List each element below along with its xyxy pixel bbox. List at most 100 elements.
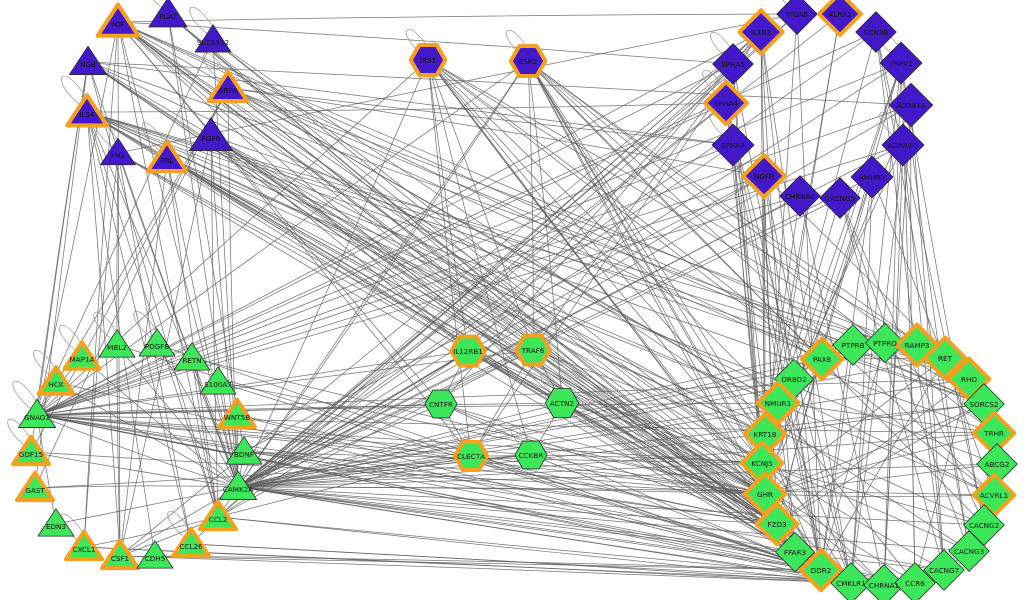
node-label-or8d2: OR8D2 — [781, 375, 806, 384]
graph-node-traf6[interactable] — [514, 333, 552, 367]
node-label-itga8: ITGA8 — [786, 10, 808, 19]
graph-node-chrna4[interactable] — [779, 175, 821, 217]
graph-edge — [36, 414, 945, 571]
graph-edge — [87, 61, 734, 146]
graph-node-epha4[interactable] — [703, 80, 749, 126]
node-label-cntfr: CNTFR — [429, 400, 453, 409]
graph-edge — [217, 381, 822, 571]
graph-node-cacng3[interactable] — [948, 530, 990, 572]
graph-node-ngb[interactable] — [69, 45, 107, 75]
graph-edge — [871, 176, 995, 496]
graph-node-ptprb[interactable] — [832, 324, 874, 366]
graph-edge — [764, 463, 998, 495]
graph-node-prl[interactable] — [145, 139, 189, 173]
self-loop-edge — [7, 418, 36, 449]
graph-node-plat[interactable] — [148, 0, 188, 28]
graph-node-cacng5[interactable] — [819, 177, 861, 219]
graph-node-epha3[interactable] — [711, 123, 755, 167]
graph-node-hck[interactable] — [36, 365, 76, 396]
graph-node-pax8[interactable] — [799, 336, 845, 382]
graph-node-pdgfb[interactable] — [138, 328, 176, 357]
graph-node-mbl2[interactable] — [98, 329, 136, 358]
graph-node-scn3b[interactable] — [855, 11, 897, 53]
graph-node-gast[interactable] — [15, 470, 55, 503]
graph-edge — [156, 343, 822, 571]
graph-edge — [166, 157, 766, 435]
graph-node-edn3[interactable] — [37, 508, 75, 537]
node-label-traf6: TRAF6 — [521, 346, 545, 355]
graph-node-ngfr[interactable] — [741, 153, 787, 199]
graph-node-artn[interactable] — [206, 69, 250, 103]
graph-node-cacng7[interactable] — [923, 549, 965, 591]
graph-edge — [227, 87, 765, 177]
graph-node-map1a[interactable] — [62, 340, 102, 371]
self-loop-edge — [153, 0, 173, 11]
graph-node-klrf2[interactable] — [817, 0, 863, 37]
node-label-il12rb1: IL12RB1 — [453, 347, 483, 356]
graph-node-wnt5b[interactable] — [217, 397, 257, 430]
graph-node-chrna1[interactable] — [863, 564, 905, 600]
graph-node-cxcl1[interactable] — [64, 529, 104, 562]
graph-node-epha5[interactable] — [712, 43, 754, 85]
graph-edge — [154, 555, 822, 571]
graph-node-ptpro[interactable] — [865, 322, 905, 364]
graph-node-irs1[interactable] — [408, 42, 448, 78]
graph-node-actn2[interactable] — [544, 388, 580, 418]
node-label-fzd3: FZD3 — [767, 520, 786, 529]
graph-edge — [839, 197, 970, 552]
graph-node-ffar3[interactable] — [775, 532, 815, 572]
graph-node-camk2a[interactable] — [218, 470, 258, 500]
graph-edge — [243, 451, 766, 495]
graph-node-csf1[interactable] — [100, 538, 140, 571]
graph-node-adra1d[interactable] — [881, 123, 925, 167]
graph-node-adra1a[interactable] — [888, 82, 934, 128]
graph-edge — [117, 21, 823, 360]
graph-edge — [119, 555, 852, 584]
graph-node-fgf6[interactable] — [188, 117, 234, 151]
graph-node-gdf15[interactable] — [11, 434, 51, 467]
graph-node-il12rb1[interactable] — [449, 334, 487, 368]
graph-node-amhr2[interactable] — [850, 155, 894, 199]
graph-node-bdnf[interactable] — [225, 436, 263, 465]
graph-edge — [217, 13, 798, 518]
graph-node-cdh5[interactable] — [136, 540, 174, 569]
graph-node-ccl2[interactable] — [198, 499, 238, 532]
graph-node-clec7a[interactable] — [452, 440, 490, 472]
graph-node-mif[interactable] — [95, 2, 141, 38]
graph-node-slc6a12[interactable] — [194, 24, 232, 53]
graph-node-ccr6[interactable] — [894, 562, 936, 600]
graph-node-ddr2[interactable] — [798, 547, 844, 593]
graph-node-cmklr1[interactable] — [830, 562, 872, 600]
graph-node-cckbr[interactable] — [514, 440, 548, 470]
graph-node-ret[interactable] — [922, 335, 968, 381]
graph-node-fn1[interactable] — [100, 137, 136, 166]
node-label-il1r2: IL1R2 — [751, 28, 771, 37]
graph-edge — [427, 59, 763, 464]
graph-node-s100a7[interactable] — [199, 366, 237, 395]
graph-edge — [427, 59, 995, 496]
graph-edge — [210, 135, 766, 435]
self-loop-edge — [510, 426, 536, 452]
graph-node-il1r2[interactable] — [737, 8, 785, 56]
graph-node-itga8[interactable] — [776, 0, 818, 35]
graph-node-fzd3[interactable] — [754, 501, 800, 547]
graph-edge — [839, 197, 945, 571]
graph-edge — [427, 59, 472, 457]
graph-edge — [820, 342, 886, 571]
node-label-adra1d: ADRA1D — [888, 141, 919, 150]
graph-node-retn[interactable] — [173, 342, 211, 371]
graph-node-nmur1[interactable] — [755, 380, 801, 426]
graph-node-cntfr[interactable] — [424, 389, 458, 419]
graph-edge — [237, 350, 469, 488]
graph-edge — [761, 462, 970, 552]
graph-node-esr2[interactable] — [508, 43, 548, 79]
graph-node-ramp3[interactable] — [894, 322, 940, 368]
graph-node-ccl26[interactable] — [171, 526, 211, 559]
graph-node-il34[interactable] — [65, 93, 109, 128]
graph-node-gnao1[interactable] — [17, 398, 56, 428]
graph-edge — [527, 60, 852, 584]
graph-node-trpv1[interactable] — [879, 41, 923, 85]
node-layer[interactable] — [11, 0, 1018, 600]
